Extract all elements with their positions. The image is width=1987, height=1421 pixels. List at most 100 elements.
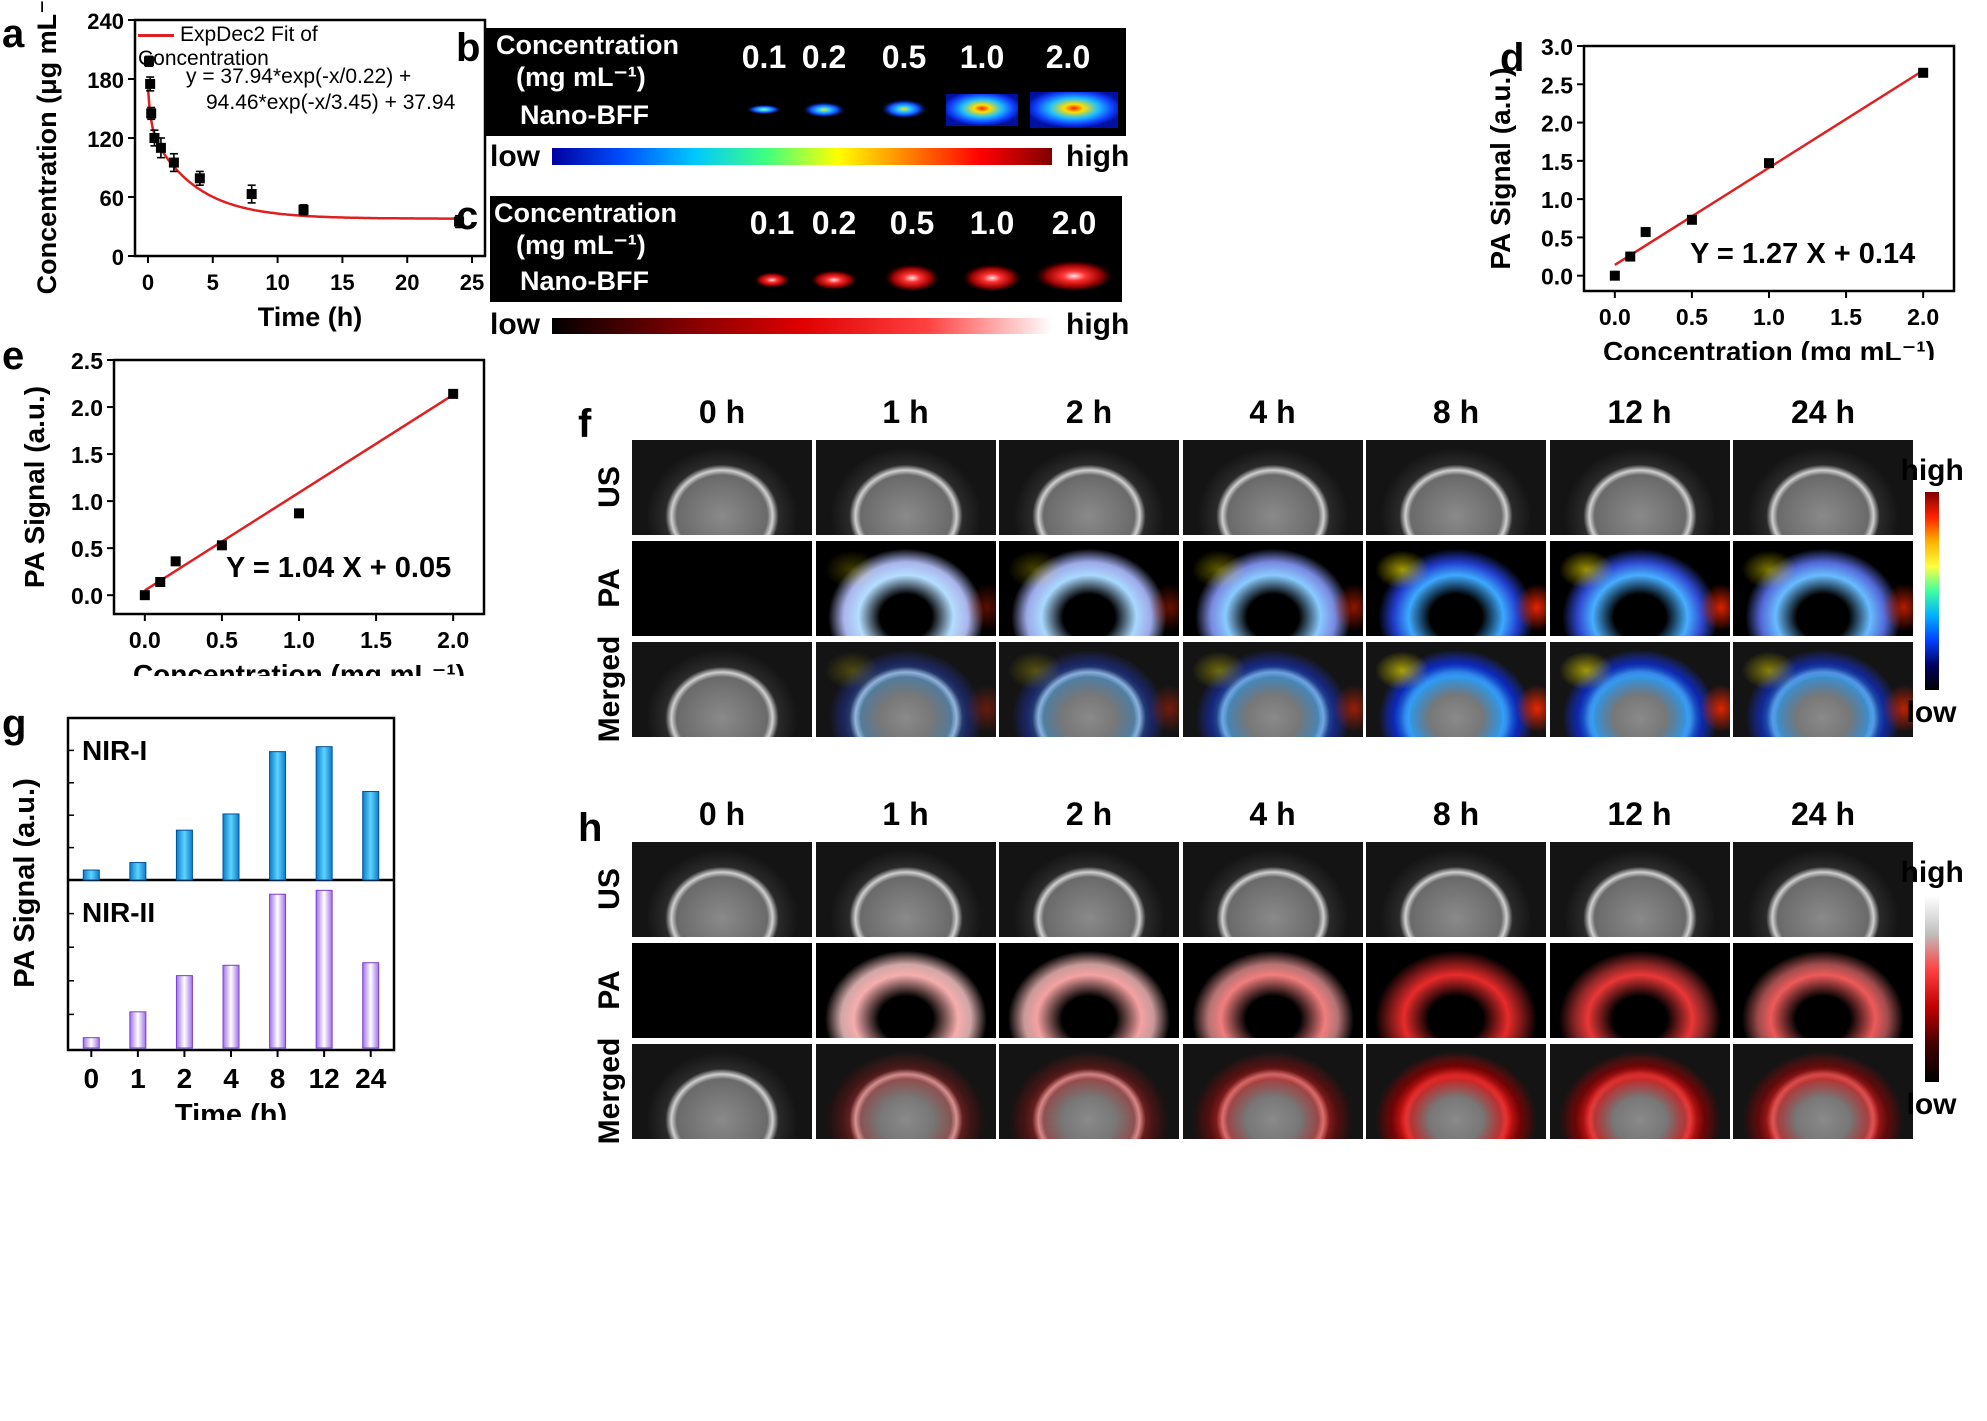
- b-conc-0: 0.1: [742, 39, 786, 75]
- tile-merged: [815, 1044, 996, 1139]
- data-point: [139, 590, 150, 601]
- tile-pa: [815, 541, 996, 636]
- b-header-line2: (mg mL⁻¹): [516, 62, 646, 92]
- bar-nir-i-12: [315, 746, 333, 881]
- bar-nir-i-24: [362, 791, 380, 881]
- x-tick-label: 0.5: [1676, 304, 1708, 330]
- tile-merged: [1549, 642, 1730, 737]
- tile-pa: [632, 943, 812, 1038]
- c-conc-4: 2.0: [1052, 205, 1096, 241]
- x-tick-label: 25: [460, 270, 484, 295]
- b-spot-0: [746, 104, 782, 114]
- timepoint-label: 0 h: [698, 796, 746, 832]
- tile-merged: [632, 642, 812, 737]
- y-tick-label: 2.0: [71, 395, 103, 421]
- bar-nir-ii-0: [82, 1037, 100, 1049]
- x-tick-label: 15: [330, 270, 354, 295]
- tile-us: [1733, 842, 1913, 937]
- y-axis-label: PA Signal (a.u.): [9, 778, 41, 987]
- c-spot-1: [810, 270, 858, 290]
- b-scale-high: high: [1066, 140, 1130, 173]
- tile-us: [1549, 440, 1730, 535]
- x-tick-label: 0: [142, 270, 154, 295]
- vertical-colorbar: [1924, 896, 1939, 1082]
- timepoint-label: 8 h: [1432, 796, 1480, 832]
- bar-nir-ii-12: [315, 889, 333, 1049]
- y-tick-label: 2.0: [1541, 111, 1573, 137]
- y-tick-label: 0.5: [71, 536, 103, 562]
- b-colorbar: [552, 148, 1052, 165]
- panel-b-strip: Concentration (mg mL⁻¹) Nano-BFF 0.1 0.2…: [486, 28, 1126, 136]
- y-tick-label: 1.0: [71, 489, 103, 515]
- colorbar-low-label: low: [1906, 1088, 1957, 1121]
- x-tick-label: 4: [223, 1063, 239, 1094]
- y-tick-label: 240: [87, 9, 124, 34]
- tile-pa: [815, 943, 996, 1038]
- x-tick-label: 0.0: [1599, 304, 1631, 330]
- x-tick-label: 2.0: [1907, 304, 1939, 330]
- series-label: NIR-I: [82, 735, 147, 766]
- timepoint-label: 8 h: [1432, 394, 1480, 430]
- bar-nir-ii-2: [175, 975, 193, 1049]
- c-spot-4: [1034, 260, 1114, 292]
- timepoint-label: 12 h: [1607, 796, 1672, 832]
- x-axis-label: Concentration (mg mL⁻¹): [1603, 336, 1935, 360]
- tile-us: [632, 440, 812, 535]
- panel-label-b: b: [456, 26, 481, 70]
- y-tick-label: 60: [100, 186, 124, 211]
- tile-merged: [1182, 642, 1363, 737]
- tile-merged: [1733, 1044, 1913, 1139]
- b-conc-1: 0.2: [802, 39, 846, 75]
- c-conc-1: 0.2: [812, 205, 856, 241]
- data-point: [294, 508, 304, 519]
- bar-nir-i-1: [129, 862, 147, 881]
- tile-pa: [1733, 943, 1913, 1038]
- y-tick-label: 2.5: [71, 348, 103, 374]
- panel-label-g: g: [2, 702, 27, 746]
- x-tick-label: 1.0: [283, 627, 315, 653]
- data-point: [145, 78, 156, 89]
- data-point: [1640, 227, 1651, 238]
- data-point: [298, 204, 309, 215]
- tile-us: [1733, 440, 1913, 535]
- c-spot-2: [884, 264, 940, 292]
- data-point: [155, 142, 166, 153]
- panel-label-a: a: [2, 12, 25, 56]
- tile-us: [1182, 842, 1363, 937]
- bar-nir-i-8: [269, 751, 287, 881]
- data-point: [246, 189, 257, 200]
- vertical-colorbar: [1924, 492, 1939, 690]
- tile-merged: [815, 642, 996, 737]
- data-point: [1918, 67, 1929, 78]
- tile-merged: [1182, 1044, 1363, 1139]
- equation-line-2: 94.46*exp(-x/3.45) + 37.94: [206, 91, 456, 114]
- b-spot-1: [802, 101, 846, 117]
- b-spot-4: [1030, 92, 1118, 128]
- tile-pa: [999, 943, 1179, 1038]
- y-tick-label: 0: [112, 245, 124, 270]
- y-tick-label: 120: [87, 127, 124, 152]
- data-point: [1686, 214, 1697, 225]
- b-sample-label: Nano-BFF: [520, 100, 649, 130]
- c-conc-0: 0.1: [750, 205, 794, 241]
- y-tick-label: 3.0: [1541, 34, 1573, 60]
- x-tick-label: 1: [130, 1063, 146, 1094]
- b-conc-3: 1.0: [960, 39, 1004, 75]
- timepoint-label: 2 h: [1065, 394, 1113, 430]
- tile-us: [632, 842, 812, 937]
- tile-pa: [1182, 541, 1363, 636]
- panel-label-d: d: [1500, 36, 1525, 80]
- timepoint-label: 1 h: [882, 796, 929, 832]
- x-tick-label: 2.0: [437, 627, 469, 653]
- panel-label-e: e: [2, 334, 25, 378]
- tile-us: [1182, 440, 1363, 535]
- x-tick-label: 2: [177, 1063, 193, 1094]
- y-tick-label: 1.5: [71, 442, 103, 468]
- tile-pa: [1366, 541, 1546, 636]
- fit-curve: [146, 88, 460, 220]
- x-tick-label: 20: [395, 270, 419, 295]
- y-tick-label: 0.0: [1541, 264, 1573, 290]
- b-conc-2: 0.5: [882, 39, 926, 75]
- bar-nir-ii-1: [129, 1011, 147, 1049]
